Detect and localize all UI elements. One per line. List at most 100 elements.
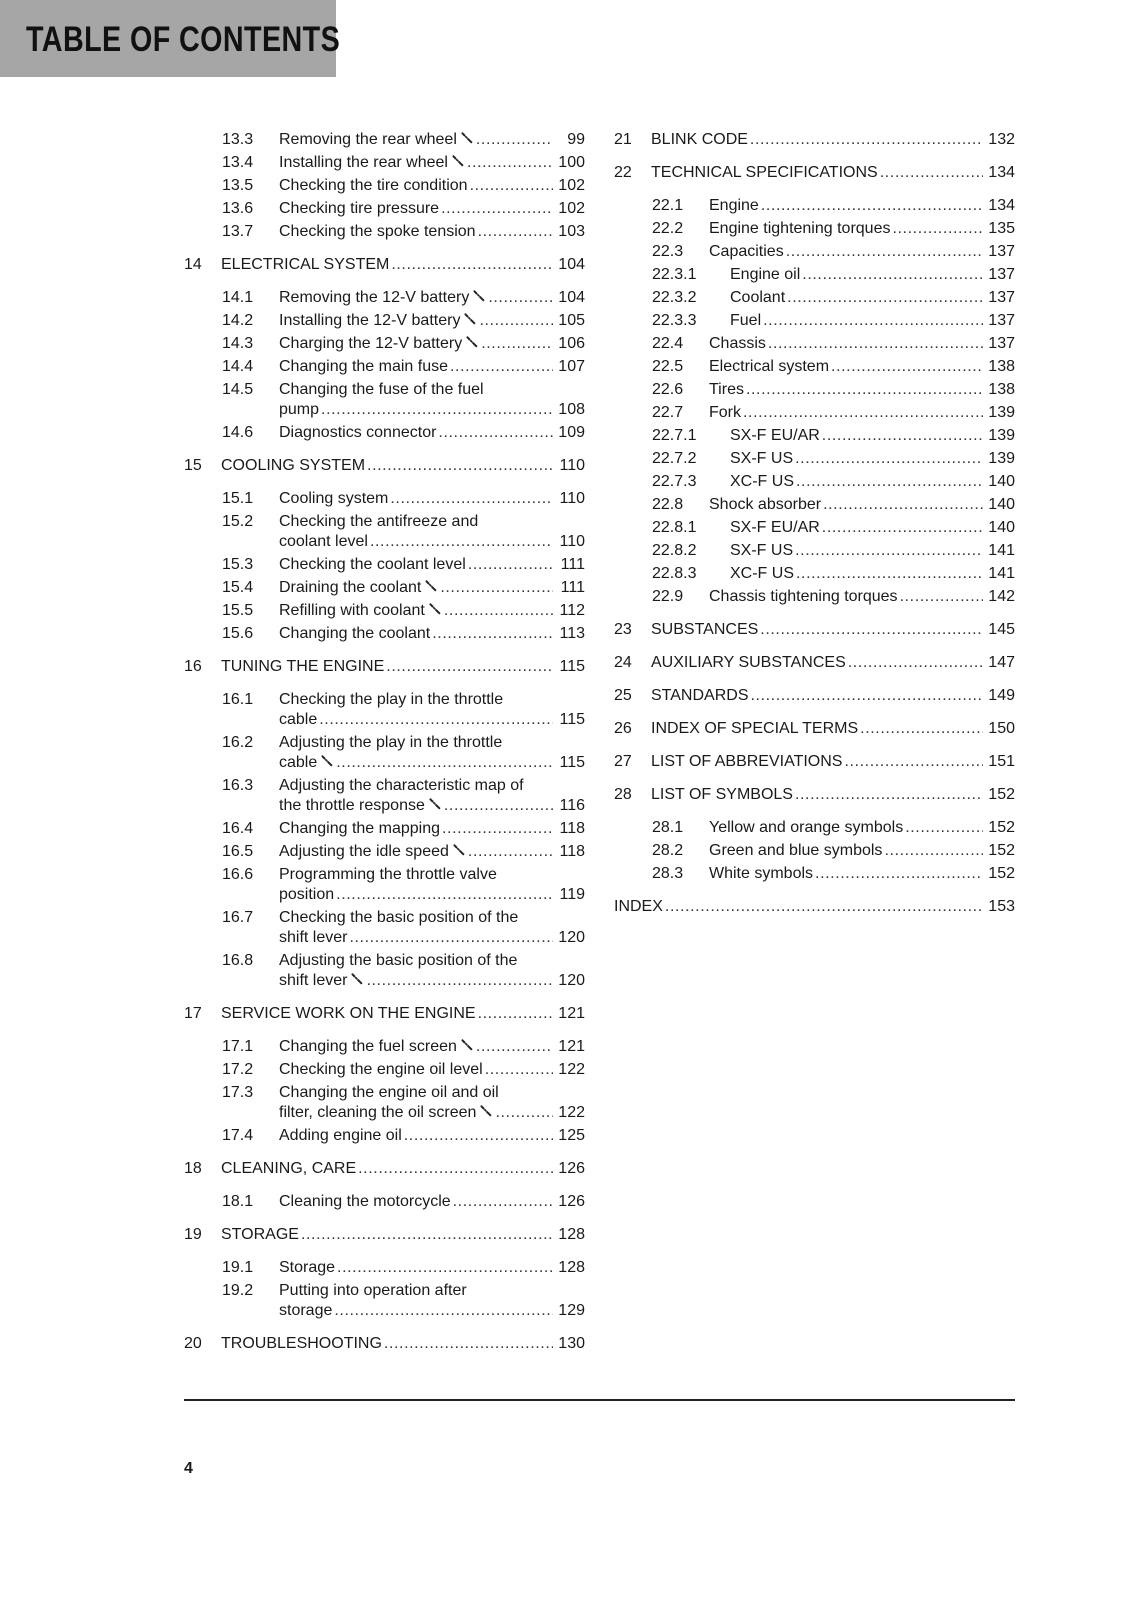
toc-section[interactable]: 13.7 Checking the spoke tension 103: [184, 220, 585, 243]
toc-section[interactable]: 19.2 Putting into operation after storage 1…: [184, 1279, 585, 1322]
page-ref[interactable]: 145: [988, 620, 1015, 638]
page-ref[interactable]: 108: [558, 400, 585, 418]
page-ref[interactable]: 151: [988, 752, 1015, 770]
page-ref[interactable]: 121: [558, 1004, 585, 1022]
page-ref[interactable]: 110: [559, 456, 585, 474]
toc-section[interactable]: 14.5 Changing the fuse of the fuel pump 108: [184, 378, 585, 421]
page-ref[interactable]: 112: [559, 601, 585, 619]
page-ref[interactable]: 118: [559, 842, 585, 860]
toc-section[interactable]: 15.3 Checking the coolant level 111: [184, 553, 585, 576]
toc-section[interactable]: 16.8 Adjusting the basic position of the s…: [184, 949, 585, 992]
page-ref[interactable]: 115: [559, 657, 585, 675]
toc-section[interactable]: 22.5 Electrical system 138: [614, 355, 1015, 378]
toc-section[interactable]: 22.3.3 Fuel 137: [614, 309, 1015, 332]
toc-section[interactable]: 15.6 Changing the coolant 113: [184, 622, 585, 645]
toc-section[interactable]: 14.6 Diagnostics connector 109: [184, 421, 585, 444]
page-ref[interactable]: 140: [988, 472, 1015, 490]
toc-section[interactable]: 16.1 Checking the play in the throttle cab…: [184, 688, 585, 731]
page-ref[interactable]: 139: [988, 426, 1015, 444]
toc-section[interactable]: 22.6 Tires 138: [614, 378, 1015, 401]
page-ref[interactable]: 140: [988, 518, 1015, 536]
toc-chapter[interactable]: 26 INDEX OF SPECIAL TERMS 150: [614, 717, 1015, 740]
page-ref[interactable]: 132: [988, 130, 1015, 148]
toc-chapter[interactable]: INDEX 153: [614, 895, 1015, 918]
toc-section[interactable]: 15.1 Cooling system 110: [184, 487, 585, 510]
toc-section[interactable]: 22.7 Fork 139: [614, 401, 1015, 424]
toc-chapter[interactable]: 16 TUNING THE ENGINE 115: [184, 655, 585, 678]
toc-chapter[interactable]: 18 CLEANING, CARE 126: [184, 1157, 585, 1180]
toc-section[interactable]: 15.4 Draining the coolant 111: [184, 576, 585, 599]
page-ref[interactable]: 128: [558, 1258, 585, 1276]
page-ref[interactable]: 152: [988, 864, 1015, 882]
page-ref[interactable]: 110: [559, 489, 585, 507]
page-ref[interactable]: 153: [988, 897, 1015, 915]
toc-section[interactable]: 28.1 Yellow and orange symbols 152: [614, 816, 1015, 839]
toc-section[interactable]: 16.7 Checking the basic position of the sh…: [184, 906, 585, 949]
page-ref[interactable]: 104: [558, 288, 585, 306]
page-ref[interactable]: 109: [558, 423, 585, 441]
toc-chapter[interactable]: 27 LIST OF ABBREVIATIONS 151: [614, 750, 1015, 773]
toc-section[interactable]: 28.3 White symbols 152: [614, 862, 1015, 885]
toc-section[interactable]: 17.3 Changing the engine oil and oil filte…: [184, 1081, 585, 1124]
toc-section[interactable]: 22.8.2 SX-F US 141: [614, 539, 1015, 562]
page-ref[interactable]: 122: [558, 1060, 585, 1078]
page-ref[interactable]: 139: [988, 449, 1015, 467]
toc-section[interactable]: 22.3 Capacities 137: [614, 240, 1015, 263]
toc-section[interactable]: 16.4 Changing the mapping 118: [184, 817, 585, 840]
page-ref[interactable]: 126: [558, 1159, 585, 1177]
page-ref[interactable]: 126: [558, 1192, 585, 1210]
page-ref[interactable]: 137: [988, 311, 1015, 329]
page-ref[interactable]: 115: [559, 710, 585, 728]
toc-section[interactable]: 22.1 Engine 134: [614, 194, 1015, 217]
page-ref[interactable]: 102: [558, 199, 585, 217]
toc-section[interactable]: 22.7.1 SX-F EU/AR 139: [614, 424, 1015, 447]
page-ref[interactable]: 141: [988, 564, 1015, 582]
toc-section[interactable]: 22.8.1 SX-F EU/AR 140: [614, 516, 1015, 539]
toc-chapter[interactable]: 25 STANDARDS 149: [614, 684, 1015, 707]
page-ref[interactable]: 147: [988, 653, 1015, 671]
page-ref[interactable]: 152: [988, 785, 1015, 803]
page-ref[interactable]: 116: [559, 796, 585, 814]
toc-section[interactable]: 22.2 Engine tightening torques 135: [614, 217, 1015, 240]
toc-section[interactable]: 13.3 Removing the rear wheel 99: [184, 128, 585, 151]
toc-section[interactable]: 15.5 Refilling with coolant 112: [184, 599, 585, 622]
toc-section[interactable]: 28.2 Green and blue symbols 152: [614, 839, 1015, 862]
toc-section[interactable]: 19.1 Storage 128: [184, 1256, 585, 1279]
page-ref[interactable]: 138: [988, 357, 1015, 375]
toc-section[interactable]: 22.7.3 XC-F US 140: [614, 470, 1015, 493]
toc-section[interactable]: 18.1 Cleaning the motorcycle 126: [184, 1190, 585, 1213]
page-ref[interactable]: 152: [988, 841, 1015, 859]
page-ref[interactable]: 113: [559, 624, 585, 642]
toc-chapter[interactable]: 15 COOLING SYSTEM 110: [184, 454, 585, 477]
toc-section[interactable]: 22.4 Chassis 137: [614, 332, 1015, 355]
page-ref[interactable]: 128: [558, 1225, 585, 1243]
page-ref[interactable]: 137: [988, 242, 1015, 260]
toc-chapter[interactable]: 20 TROUBLESHOOTING 130: [184, 1332, 585, 1355]
toc-section[interactable]: 13.6 Checking tire pressure 102: [184, 197, 585, 220]
toc-section[interactable]: 17.1 Changing the fuel screen 121: [184, 1035, 585, 1058]
page-ref[interactable]: 150: [988, 719, 1015, 737]
toc-chapter[interactable]: 21 BLINK CODE 132: [614, 128, 1015, 151]
toc-chapter[interactable]: 19 STORAGE 128: [184, 1223, 585, 1246]
toc-chapter[interactable]: 23 SUBSTANCES 145: [614, 618, 1015, 641]
page-ref[interactable]: 139: [988, 403, 1015, 421]
toc-section[interactable]: 14.4 Changing the main fuse 107: [184, 355, 585, 378]
toc-section[interactable]: 22.8 Shock absorber 140: [614, 493, 1015, 516]
page-ref[interactable]: 104: [558, 255, 585, 273]
page-ref[interactable]: 122: [558, 1103, 585, 1121]
toc-section[interactable]: 22.9 Chassis tightening torques 142: [614, 585, 1015, 608]
toc-section[interactable]: 22.7.2 SX-F US 139: [614, 447, 1015, 470]
toc-chapter[interactable]: 24 AUXILIARY SUBSTANCES 147: [614, 651, 1015, 674]
page-ref[interactable]: 120: [558, 971, 585, 989]
page-ref[interactable]: 137: [988, 288, 1015, 306]
page-ref[interactable]: 130: [558, 1334, 585, 1352]
page-ref[interactable]: 149: [988, 686, 1015, 704]
page-ref[interactable]: 115: [559, 753, 585, 771]
toc-section[interactable]: 22.3.2 Coolant 137: [614, 286, 1015, 309]
toc-chapter[interactable]: 22 TECHNICAL SPECIFICATIONS 134: [614, 161, 1015, 184]
page-ref[interactable]: 110: [559, 532, 585, 550]
toc-section[interactable]: 16.3 Adjusting the characteristic map of t…: [184, 774, 585, 817]
toc-section[interactable]: 14.3 Charging the 12-V battery 106: [184, 332, 585, 355]
page-ref[interactable]: 134: [988, 196, 1015, 214]
toc-section[interactable]: 22.3.1 Engine oil 137: [614, 263, 1015, 286]
